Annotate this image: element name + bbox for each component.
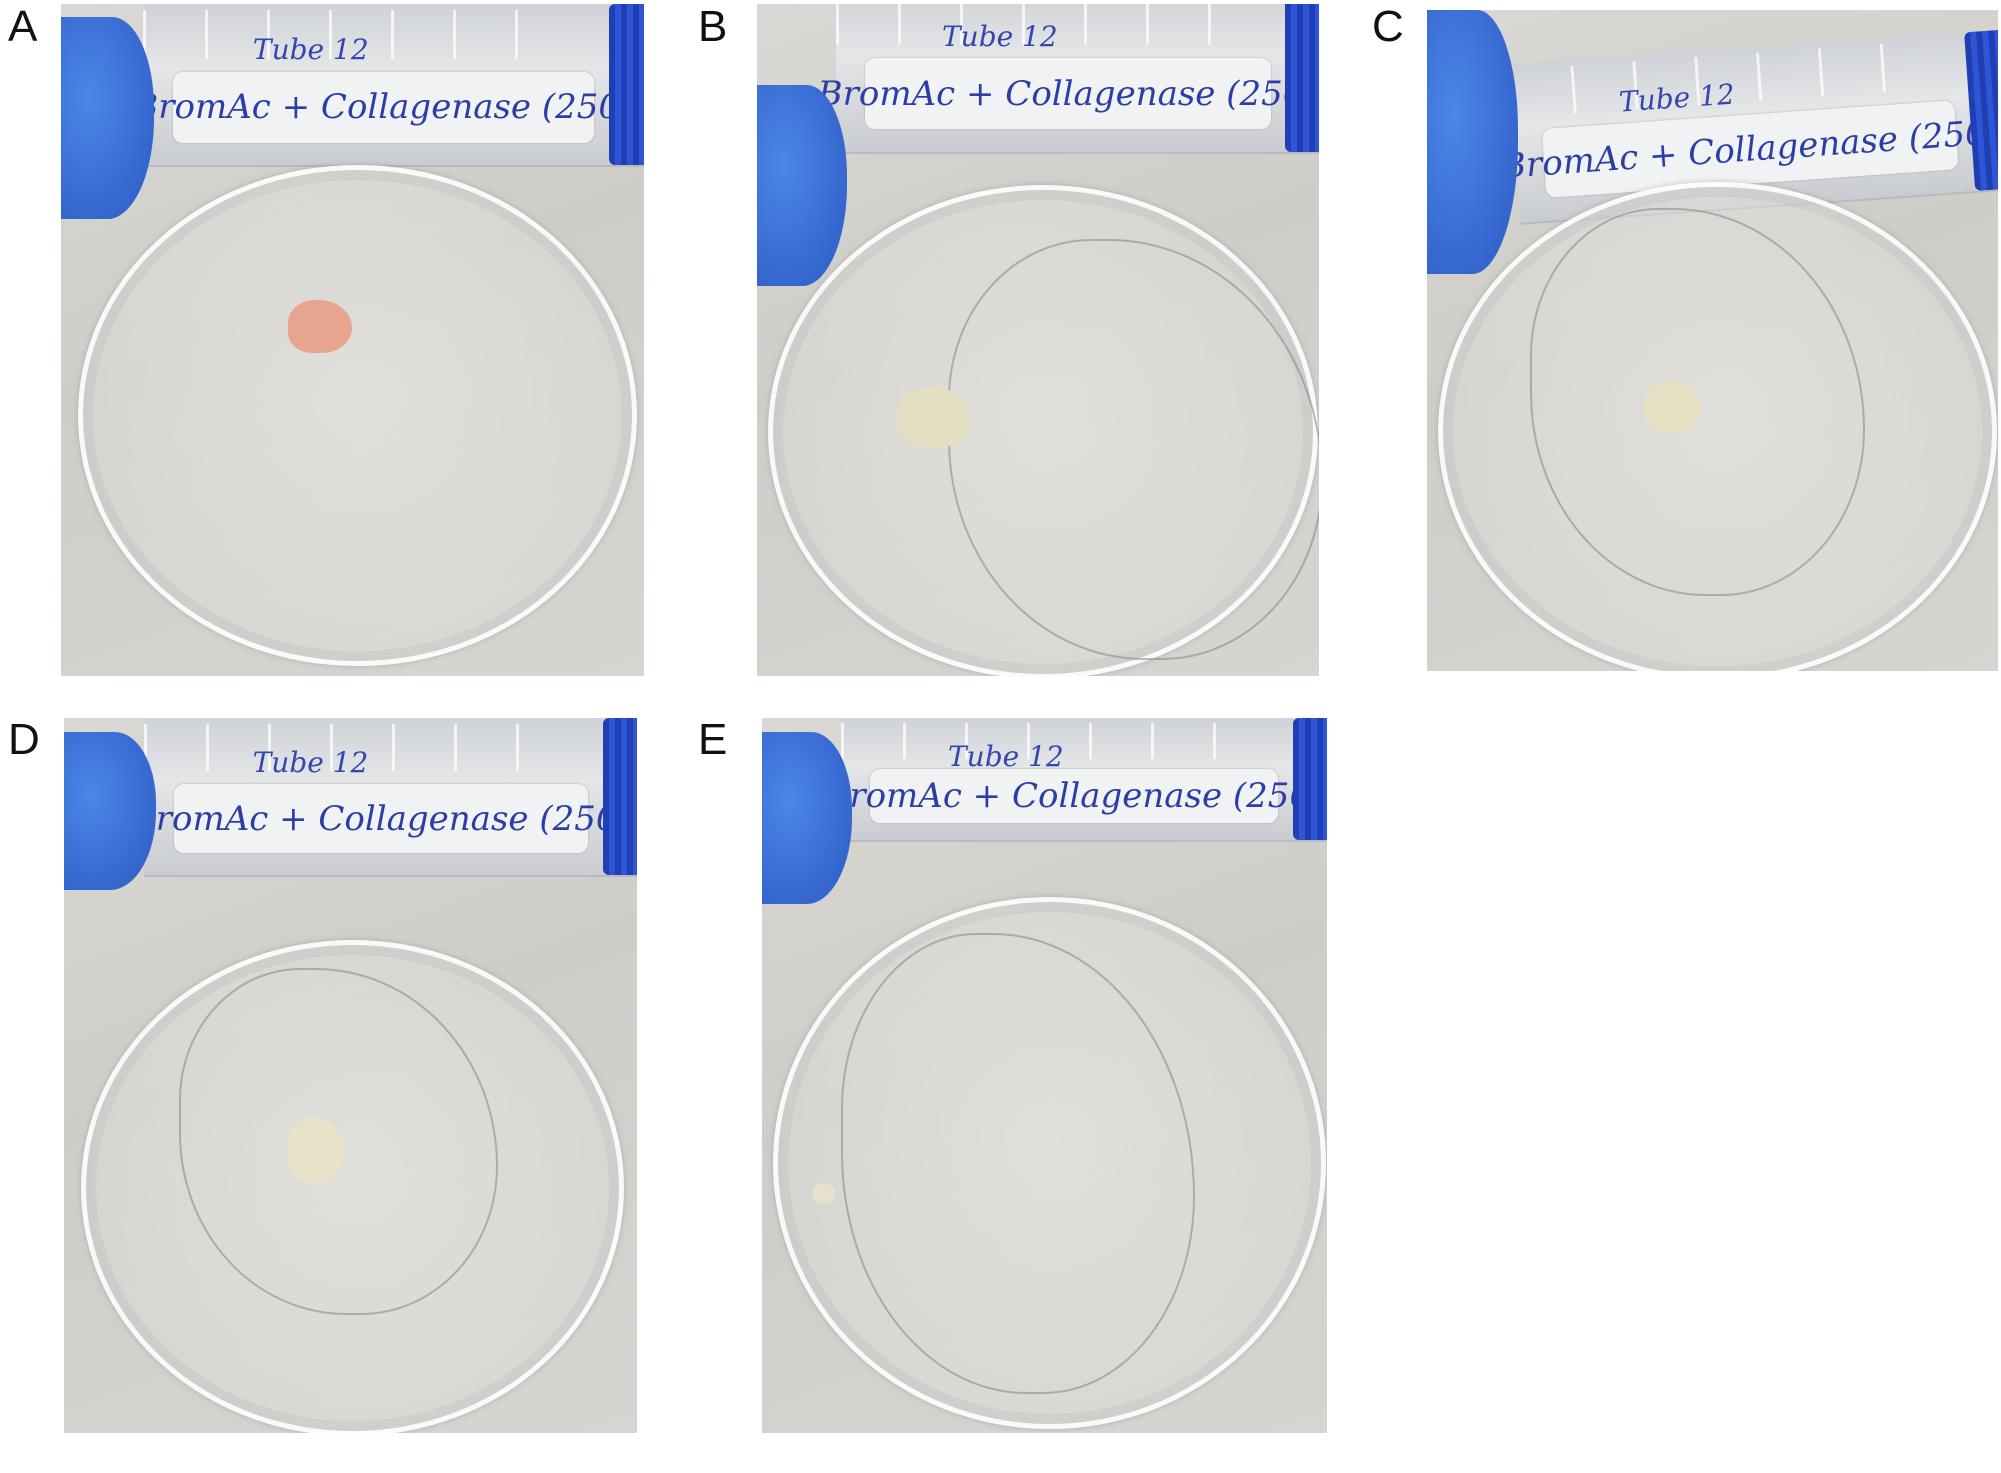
- gloved-hand: [61, 17, 155, 220]
- tube-graduations: [841, 722, 1259, 760]
- tube-label: BromAc + Collagenase (250): [818, 58, 1318, 130]
- panel-label-a: A: [8, 2, 38, 51]
- gloved-hand: [757, 84, 847, 287]
- tube-cap: [602, 718, 637, 876]
- tube-label-text: BromAc + Collagenase (250): [1499, 111, 1998, 187]
- liquid-outline: [948, 239, 1319, 660]
- tube-graduations: [142, 10, 574, 59]
- centrifuge-tube: Tube 12 BromAc + Collagenase (250): [131, 718, 637, 878]
- panel-label-e: E: [698, 715, 728, 764]
- panel-label-d: D: [8, 715, 40, 764]
- tissue-specimen: [897, 387, 971, 448]
- tube-number-text: Tube 12: [252, 746, 369, 780]
- photo-panel-b: Tube 12 BromAc + Collagenase (250): [757, 4, 1319, 676]
- centrifuge-tube: Tube 12 BromAc + Collagenase (250): [818, 4, 1319, 154]
- tissue-specimen: [1643, 380, 1702, 434]
- tube-label-text: BromAc + Collagenase (250): [817, 73, 1318, 114]
- panel-label-c: C: [1372, 2, 1404, 51]
- photo-panel-d: Tube 12 BromAc + Collagenase (250): [64, 718, 637, 1433]
- tube-label: BromAc + Collagenase (250): [824, 769, 1324, 823]
- liquid-outline: [178, 968, 498, 1316]
- tube-number-text: Tube 12: [1617, 76, 1736, 118]
- tube-number-text: Tube 12: [942, 19, 1058, 53]
- tissue-specimen: [288, 299, 353, 354]
- tube-cap: [1285, 4, 1319, 152]
- tube-graduations: [835, 4, 1252, 46]
- tube-cap: [1963, 29, 1998, 191]
- tube-label: BromAc + Collagenase (250): [131, 784, 631, 854]
- tissue-specimen: [287, 1118, 345, 1183]
- panel-label-b: B: [698, 2, 728, 51]
- tube-cap: [1293, 718, 1327, 840]
- photo-panel-c: Tube 12 BromAc + Collagenase (250): [1427, 10, 1998, 671]
- petri-dish: [78, 165, 637, 666]
- tube-label-text: BromAc + Collagenase (250): [130, 798, 631, 839]
- tube-label-text: BromAc + Collagenase (250): [133, 87, 634, 128]
- gloved-hand: [64, 732, 156, 890]
- photo-panel-e: Tube 12 BromAc + Collagenase (250): [762, 718, 1327, 1433]
- tube-label-text: BromAc + Collagenase (250): [824, 775, 1325, 816]
- tissue-specimen: [812, 1182, 836, 1205]
- centrifuge-tube: Tube 12 BromAc + Collagenase (250): [133, 4, 644, 168]
- photo-panel-a: Tube 12 BromAc + Collagenase (250): [61, 4, 644, 676]
- tube-label: BromAc + Collagenase (250): [133, 71, 633, 143]
- tube-number-text: Tube 12: [252, 33, 369, 67]
- gloved-hand: [762, 732, 853, 904]
- tube-cap: [608, 4, 644, 166]
- tube-number-text: Tube 12: [947, 739, 1064, 773]
- centrifuge-tube: Tube 12 BromAc + Collagenase (250): [824, 718, 1327, 842]
- tube-graduations: [144, 724, 569, 772]
- gloved-hand: [1427, 10, 1519, 275]
